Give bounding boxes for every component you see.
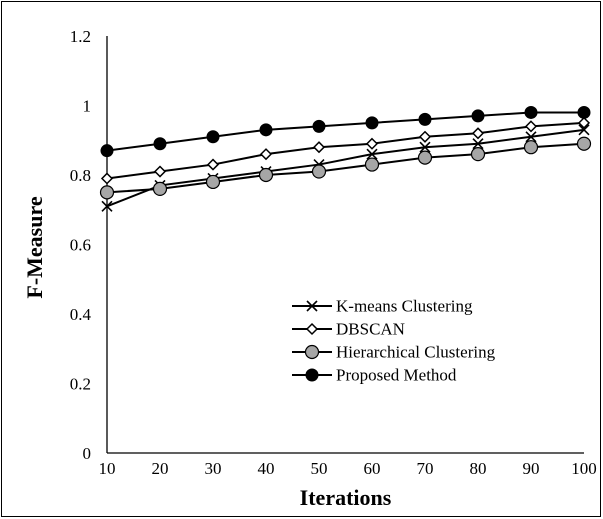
data-point-kmeans — [366, 148, 378, 160]
legend-label: K-means Clustering — [336, 297, 473, 316]
legend-marker-hierarchical — [304, 344, 320, 360]
data-point-hierarchical — [205, 174, 221, 190]
data-point-hierarchical — [470, 147, 486, 162]
data-point-proposed — [153, 137, 167, 151]
x-tick-labels: 10 20 30 40 50 60 70 80 90 100 — [99, 459, 597, 478]
data-point-kmeans — [578, 124, 590, 136]
data-point-proposed — [577, 105, 591, 119]
x-tick-label: 50 — [311, 459, 328, 478]
legend-label: DBSCAN — [336, 320, 405, 339]
y-tick-label: 0.4 — [70, 305, 92, 324]
data-point-dbscan — [524, 120, 538, 133]
legend-marker-dbscan — [305, 322, 319, 336]
data-point-dbscan — [418, 130, 432, 143]
data-point-hierarchical — [258, 167, 274, 183]
data-point-hierarchical — [576, 136, 592, 151]
data-point-hierarchical — [311, 164, 327, 179]
y-tick-label: 0 — [83, 444, 92, 463]
data-point-dbscan — [365, 137, 379, 150]
axes — [106, 36, 584, 454]
data-point-proposed — [312, 119, 326, 133]
x-tick-label: 100 — [571, 459, 597, 478]
data-point-hierarchical — [152, 181, 168, 196]
x-tick-label: 60 — [364, 459, 381, 478]
data-point-kmeans — [419, 141, 431, 153]
x-tick-label: 20 — [152, 459, 169, 478]
series-line-dbscan — [106, 121, 585, 180]
legend-item-proposed: Proposed Method — [292, 366, 457, 385]
data-point-dbscan — [206, 158, 220, 171]
x-axis-title: Iterations — [300, 485, 392, 510]
legend-label: Proposed Method — [336, 366, 457, 385]
legend: K-means Clustering DBSCAN Hierarchical Clu… — [292, 297, 496, 385]
x-tick-label: 40 — [258, 459, 275, 478]
data-point-kmeans — [101, 200, 113, 212]
legend-label: Hierarchical Clustering — [336, 343, 496, 362]
data-point-proposed — [259, 123, 273, 137]
data-point-hierarchical — [99, 185, 115, 200]
y-tick-label: 1.2 — [70, 27, 91, 46]
data-point-hierarchical — [364, 157, 380, 172]
series-group — [99, 105, 592, 212]
x-tick-label: 80 — [470, 459, 487, 478]
legend-item-kmeans: K-means Clustering — [292, 297, 473, 316]
series-line-hierarchical — [106, 142, 585, 194]
data-point-proposed — [524, 105, 538, 119]
legend-marker-kmeans — [306, 300, 318, 312]
y-tick-labels: 0 0.2 0.4 0.6 0.8 1 1.2 — [70, 27, 92, 463]
data-point-proposed — [206, 130, 220, 144]
y-tick-label: 1 — [83, 97, 92, 116]
data-point-dbscan — [577, 116, 591, 129]
series-proposed — [100, 105, 591, 158]
legend-item-hierarchical: Hierarchical Clustering — [292, 343, 496, 362]
data-point-proposed — [418, 112, 432, 126]
y-axis-title: F-Measure — [22, 196, 47, 298]
data-point-proposed — [365, 116, 379, 130]
y-tick-label: 0.2 — [70, 375, 91, 394]
x-tick-label: 10 — [99, 459, 116, 478]
data-point-proposed — [100, 144, 114, 158]
series-dbscan — [100, 116, 591, 185]
data-point-hierarchical — [523, 140, 539, 155]
data-point-dbscan — [259, 148, 273, 161]
data-point-dbscan — [312, 141, 326, 154]
data-point-kmeans — [525, 131, 537, 143]
series-hierarchical — [99, 136, 592, 200]
legend-marker-proposed — [305, 368, 319, 382]
x-tick-label: 30 — [205, 459, 222, 478]
x-tick-label: 70 — [417, 459, 434, 478]
legend-item-dbscan: DBSCAN — [292, 320, 405, 339]
x-tick-label: 90 — [523, 459, 540, 478]
data-point-kmeans — [472, 138, 484, 150]
series-line-proposed — [106, 111, 584, 152]
data-point-dbscan — [153, 165, 167, 178]
series-line-kmeans — [106, 128, 585, 208]
y-tick-label: 0.8 — [70, 166, 91, 185]
data-point-dbscan — [100, 172, 114, 185]
data-point-proposed — [471, 109, 485, 123]
data-point-hierarchical — [417, 150, 433, 165]
data-point-dbscan — [471, 127, 485, 140]
y-tick-label: 0.6 — [70, 236, 91, 255]
